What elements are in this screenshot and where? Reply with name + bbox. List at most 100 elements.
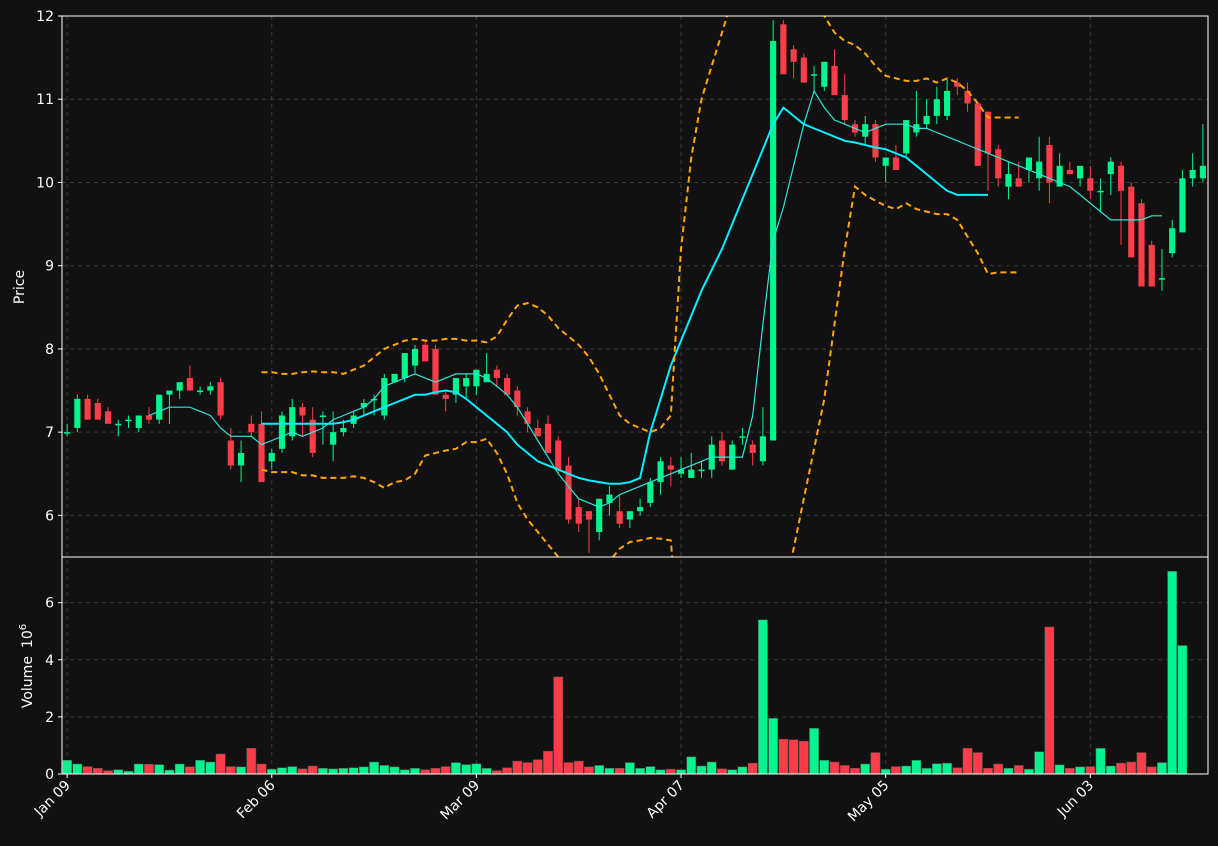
volume-bar (430, 768, 441, 775)
price-tick-label: 11 (36, 92, 54, 108)
volume-axis-label-power: 6 (18, 624, 29, 630)
volume-bar (584, 766, 594, 775)
volume-bar (358, 766, 369, 775)
volume-bar (389, 766, 400, 775)
candle-body (984, 111, 992, 154)
candle-body (268, 452, 275, 462)
candle-body (1179, 178, 1186, 233)
volume-bar (502, 767, 512, 775)
candle-body (616, 511, 623, 524)
candle-body (882, 157, 889, 166)
candle-body (524, 411, 531, 424)
candle-body (944, 90, 951, 116)
candle-body (780, 24, 787, 75)
volume-tick-label: 6 (45, 596, 54, 612)
volume-bar (747, 762, 758, 775)
candle-body (1025, 157, 1033, 170)
volume-bar (1126, 761, 1137, 775)
volume-bar (348, 767, 359, 775)
candle-body (995, 149, 1002, 179)
volume-bar (72, 763, 83, 775)
volume-bar (103, 770, 113, 775)
candle-body (688, 469, 695, 478)
candle-body (125, 419, 132, 422)
candle-body (319, 415, 326, 418)
volume-bar (481, 768, 492, 775)
candle-body (1117, 165, 1125, 191)
candle-body (1046, 145, 1053, 183)
volume-bar (543, 750, 553, 775)
volume-axis-label: Volume 106 (18, 624, 36, 708)
volume-bar (891, 766, 901, 775)
price-axis-label: Price (12, 270, 28, 304)
volume-axis-label-base: 10 (20, 630, 36, 648)
candle-body (1138, 203, 1145, 287)
candle-body (1199, 165, 1206, 179)
candle-body (1148, 244, 1155, 287)
candle-body (330, 432, 337, 445)
candle-body (1097, 190, 1104, 193)
volume-bar (676, 769, 686, 775)
moving-average-slow-line (261, 106, 988, 485)
volume-bar (696, 765, 707, 775)
candle-body (872, 124, 879, 158)
volume-bar (1065, 768, 1075, 775)
candle-body (176, 382, 183, 391)
volume-bar (451, 762, 461, 775)
volume-tick-label: 2 (45, 710, 54, 726)
volume-bar (635, 768, 645, 775)
candle-body (156, 394, 163, 420)
volume-bar (1024, 768, 1034, 775)
candle-body (596, 498, 603, 533)
candle-body (432, 348, 439, 395)
volume-bar (1177, 645, 1188, 775)
candle-body (1128, 186, 1135, 258)
volume-bar (318, 768, 328, 775)
volume-bar (205, 761, 216, 775)
volume-bar (625, 762, 635, 775)
volume-bar (287, 766, 298, 775)
volume-bar (82, 766, 93, 775)
price-tick-label: 12 (36, 9, 54, 25)
volume-bar (307, 765, 318, 775)
candle-body (1189, 169, 1196, 179)
volume-bar (839, 765, 850, 775)
candle-body (217, 382, 224, 416)
candle-body (718, 440, 726, 462)
candle-body (104, 411, 112, 424)
candle-body (299, 407, 306, 416)
volume-bar (553, 676, 564, 775)
candle-body (800, 57, 807, 83)
volume-bar (512, 760, 523, 775)
volume-bar (410, 768, 420, 775)
volume-bar (1085, 766, 1096, 775)
price-tick-label: 7 (45, 425, 54, 441)
candle-body (166, 390, 173, 395)
volume-bar (993, 763, 1004, 775)
candle-body (862, 124, 869, 137)
candle-body (626, 511, 633, 520)
candle-body (1066, 169, 1073, 175)
volume-bar (1157, 762, 1167, 775)
volume-bar (717, 768, 727, 775)
candle-body (534, 427, 541, 437)
volume-bar (532, 759, 543, 775)
volume-bar (1075, 766, 1085, 775)
candle-body (585, 511, 593, 520)
candle-body (94, 403, 101, 420)
volume-bar (972, 752, 983, 775)
volume-bar (113, 769, 124, 775)
volume-bar (266, 768, 277, 775)
volume-bar (195, 760, 205, 775)
candle-body (197, 390, 204, 393)
volume-bar (604, 768, 615, 775)
volume-bar (758, 619, 768, 775)
price-tick-label: 8 (45, 342, 54, 358)
candle-body (903, 120, 910, 154)
candle-body (923, 115, 930, 125)
candle-body (207, 386, 214, 391)
volume-bar (225, 766, 236, 775)
volume-bar (706, 761, 717, 775)
